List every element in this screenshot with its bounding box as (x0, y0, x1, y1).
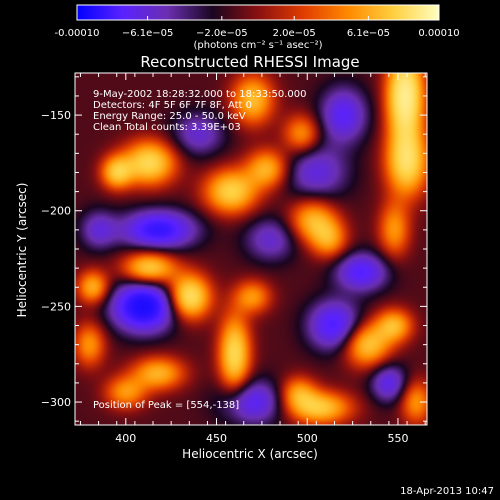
x-tick-label: 500 (297, 432, 318, 445)
colorbar-tick-label: −2.0e−05 (196, 28, 248, 39)
colorbar-tick-label: 6.1e−05 (347, 28, 390, 39)
annotation-block: 9-May-2002 18:28:32.000 to 18:33:50.000 … (93, 89, 306, 411)
annotation-energy-range: Energy Range: 25.0 - 50.0 keV (93, 111, 246, 122)
colorbar-tick-label: -0.00010 (55, 28, 100, 39)
colorbar-strip (76, 4, 440, 21)
y-axis-title: Heliocentric Y (arcsec) (15, 183, 29, 318)
annotation-detectors: Detectors: 4F 5F 6F 7F 8F, Att 0 (93, 100, 252, 111)
annotation-time-range: 9-May-2002 18:28:32.000 to 18:33:50.000 (93, 89, 306, 100)
x-axis-title: Heliocentric X (arcsec) (182, 447, 318, 461)
heatmap-image (75, 73, 427, 425)
x-tick-label: 450 (206, 432, 227, 445)
colorbar-unit-label: (photons cm⁻² s⁻¹ asec⁻²) (193, 40, 322, 51)
footer-date-stamp: 18-Apr-2013 10:47 (400, 486, 494, 497)
colorbar-tick-label: −6.1e−05 (122, 28, 174, 39)
plot-title: Reconstructed RHESSI Image (140, 53, 359, 71)
colorbar-tick-label: 2.0e−05 (273, 28, 316, 39)
colorbar: -0.00010 −6.1e−05 −2.0e−05 2.0e−05 6.1e−05 0.… (55, 4, 460, 51)
heatmap-plot: 400 450 500 550 −300 −250 −200 −150 (41, 72, 428, 445)
x-tick-label: 400 (115, 432, 136, 445)
colorbar-tick-label: 0.00010 (418, 28, 459, 39)
colorbar-ticks: -0.00010 −6.1e−05 −2.0e−05 2.0e−05 6.1e−05 0.… (55, 16, 460, 39)
y-tick-label: −200 (41, 205, 71, 218)
axis-ticks: 400 450 500 550 −300 −250 −200 −150 (41, 73, 427, 445)
y-tick-label: −250 (41, 300, 71, 313)
peak-position-label: Position of Peak = [554,-138] (93, 400, 239, 411)
y-tick-label: −300 (41, 396, 71, 409)
annotation-clean-counts: Clean Total counts: 3.39E+03 (93, 122, 241, 133)
x-tick-label: 550 (387, 432, 408, 445)
y-tick-label: −150 (41, 109, 71, 122)
